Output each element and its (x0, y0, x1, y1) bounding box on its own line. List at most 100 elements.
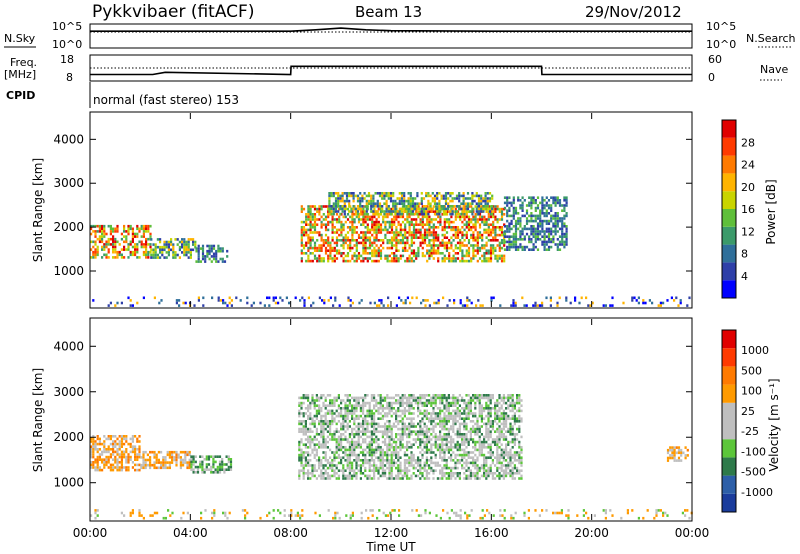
heatmap-cell (528, 214, 531, 218)
heatmap-cell (432, 417, 435, 420)
heatmap-cell (101, 248, 104, 251)
heatmap-cell (480, 433, 483, 436)
heatmap-cell (425, 430, 428, 433)
heatmap-cell (210, 249, 213, 253)
heatmap-cell (355, 453, 358, 457)
series-line-freq (90, 65, 692, 76)
heatmap-cell (662, 301, 665, 305)
heatmap-cell (357, 252, 361, 255)
heatmap-cell (298, 469, 301, 472)
heatmap-cell (417, 249, 420, 252)
heatmap-cell (174, 253, 177, 257)
heatmap-cell (304, 425, 307, 428)
heatmap-cell (331, 236, 334, 239)
heatmap-cell (92, 230, 95, 233)
heatmap-cell (426, 231, 429, 234)
heatmap-cell (469, 401, 472, 405)
heatmap-cell (375, 430, 378, 433)
heatmap-cell (519, 204, 522, 207)
heatmap-cell (512, 245, 515, 249)
heatmap-cell (377, 249, 380, 252)
heatmap-cell (298, 404, 301, 407)
heatmap-cell (355, 461, 358, 465)
heatmap-cell (414, 433, 417, 436)
heatmap-cell (657, 304, 660, 307)
heatmap-cell (395, 433, 398, 436)
heatmap-cell (178, 256, 181, 259)
heatmap-cell (199, 460, 202, 464)
heatmap-cell (458, 461, 461, 465)
heatmap-cell (105, 450, 108, 454)
heatmap-cell (318, 210, 321, 213)
heatmap-cell (352, 199, 355, 203)
heatmap-cell (465, 412, 468, 415)
heatmap-cell (118, 440, 121, 443)
heatmap-cell (185, 248, 188, 252)
heatmap-cell (136, 232, 139, 236)
heatmap-cell (340, 469, 343, 472)
heatmap-cell (221, 260, 224, 263)
heatmap-cell (550, 238, 553, 241)
heatmap-cell (350, 207, 353, 211)
heatmap-cell (489, 223, 493, 226)
heatmap-cell (443, 404, 446, 407)
heatmap-cell (346, 414, 349, 418)
heatmap-cell (633, 296, 636, 300)
heatmap-cell (344, 425, 347, 428)
heatmap-cell (549, 304, 552, 307)
heatmap-cell (96, 450, 99, 454)
heatmap-cell (195, 260, 198, 263)
heatmap-cell (372, 212, 375, 216)
heatmap-cell (492, 246, 495, 250)
heatmap-cell (331, 466, 334, 470)
heatmap-cell (298, 422, 301, 426)
heatmap-cell (333, 420, 336, 423)
heatmap-cell (194, 243, 197, 246)
heatmap-cell (140, 235, 143, 238)
heatmap-cell (366, 259, 369, 263)
heatmap-cell (197, 244, 200, 248)
heatmap-cell (416, 205, 419, 208)
heatmap-cell (423, 401, 426, 405)
heatmap-cell (401, 469, 404, 472)
heatmap-cell (401, 228, 405, 232)
heatmap-cell (186, 466, 189, 470)
heatmap-cell (477, 210, 481, 213)
heatmap-cell (425, 414, 428, 418)
heatmap-cell (181, 245, 184, 249)
heatmap-cell (324, 451, 327, 454)
heatmap-cell (98, 442, 101, 446)
heatmap-cell (429, 202, 432, 205)
heatmap-cell (414, 474, 417, 478)
heatmap-cell (337, 205, 340, 208)
heatmap-cell (461, 459, 464, 462)
heatmap-cell (465, 464, 468, 467)
heatmap-cell (485, 220, 488, 224)
heatmap-cell (430, 231, 433, 234)
heatmap-cell (373, 236, 376, 239)
heatmap-cell (498, 433, 501, 436)
heatmap-cell (339, 199, 342, 203)
heatmap-cell (445, 440, 448, 444)
heatmap-cell (387, 192, 390, 195)
heatmap-cell (432, 469, 435, 472)
heatmap-cell (324, 438, 327, 441)
heatmap-cell (432, 401, 435, 405)
heatmap-cell (329, 241, 332, 245)
heatmap-cell (448, 252, 451, 255)
heatmap-cell (326, 430, 329, 433)
heatmap-cell (366, 461, 369, 465)
heatmap-cell (420, 301, 423, 305)
heatmap-cell (318, 218, 321, 221)
heatmap-cell (138, 455, 141, 459)
heatmap-cell (134, 445, 137, 448)
heatmap-cell (403, 427, 406, 431)
heatmap-cell (478, 446, 481, 449)
heatmap-cell (464, 304, 467, 307)
heatmap-cell (500, 228, 504, 232)
heatmap-cell (342, 417, 345, 420)
heatmap-cell (331, 461, 334, 465)
nsearch-label: N.Search (746, 32, 796, 45)
heatmap-cell (541, 201, 544, 205)
heatmap-cell (338, 207, 341, 211)
